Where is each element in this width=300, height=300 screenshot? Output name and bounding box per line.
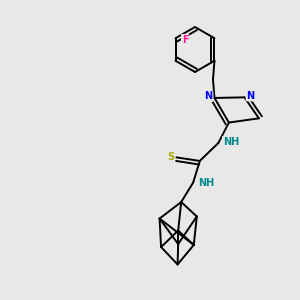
Text: S: S [167, 152, 175, 162]
Text: F: F [182, 35, 188, 45]
Text: NH: NH [223, 137, 239, 147]
Text: N: N [204, 91, 212, 101]
Text: NH: NH [198, 178, 214, 188]
Text: N: N [246, 91, 254, 100]
